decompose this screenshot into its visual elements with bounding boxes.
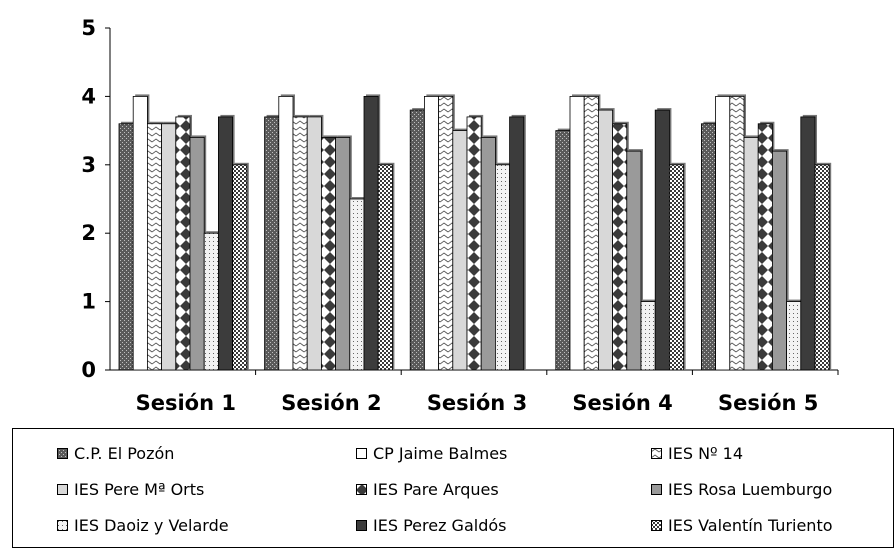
- legend-swatch: [356, 483, 367, 495]
- bar: [292, 114, 310, 371]
- legend-label: IES Daoiz y Velarde: [74, 515, 229, 535]
- legend-swatch: [651, 519, 662, 531]
- bar: [161, 121, 178, 371]
- y-tick-label: 3: [81, 153, 96, 177]
- x-tick-label: Sesión 1: [136, 391, 236, 415]
- bar: [452, 128, 469, 371]
- bar: [612, 121, 629, 371]
- bar: [509, 114, 526, 371]
- bar: [583, 94, 601, 371]
- bar: [217, 114, 235, 371]
- legend-item: IES Valentín Turiento: [651, 515, 833, 535]
- bar: [306, 114, 324, 371]
- legend-swatch: [356, 447, 367, 459]
- bar: [743, 135, 761, 371]
- bar: [772, 149, 789, 371]
- bar: [363, 94, 381, 371]
- legend-label: C.P. El Pozón: [74, 443, 175, 463]
- bar: [569, 94, 587, 371]
- bar: [800, 114, 817, 371]
- legend-item: CP Jaime Balmes: [356, 443, 507, 463]
- bar: [175, 114, 192, 371]
- legend-item: IES Nº 14: [651, 443, 743, 463]
- bar: [203, 231, 221, 371]
- legend: C.P. El Pozón CP Jaime Balmes IES Nº 14 IES…: [12, 428, 894, 548]
- legend-label: IES Pere Mª Orts: [74, 479, 205, 499]
- bar: [701, 121, 718, 371]
- bar: [118, 121, 136, 371]
- axis-labels: 0 1 2 3 4 5 Sesión 1 Sesión 2 Sesión 3 Sesión 4 Se…: [81, 16, 818, 415]
- bar: [814, 162, 832, 371]
- bar: [335, 135, 352, 371]
- bar: [377, 162, 395, 371]
- bar: [669, 162, 686, 371]
- x-tick-label: Sesión 5: [718, 391, 818, 415]
- legend-item: IES Rosa Luemburgo: [651, 479, 832, 499]
- x-tick-label: Sesión 3: [427, 391, 527, 415]
- legend-label: CP Jaime Balmes: [373, 443, 508, 463]
- y-tick-label: 2: [81, 221, 96, 245]
- bar: [494, 162, 512, 371]
- bar: [466, 114, 484, 371]
- legend-swatch: [57, 447, 68, 459]
- legend-label: IES Valentín Turiento: [668, 515, 833, 535]
- bar: [409, 108, 427, 371]
- bar: [232, 162, 249, 371]
- legend-swatch: [57, 483, 68, 495]
- bar: [349, 197, 366, 371]
- legend-item: IES Daoiz y Velarde: [57, 515, 229, 535]
- legend-swatch: [356, 519, 367, 531]
- bar: [786, 299, 803, 371]
- legend-label: IES Nº 14: [668, 443, 744, 463]
- legend-item: IES Pere Mª Orts: [57, 479, 204, 499]
- bar: [480, 135, 498, 371]
- legend-item: C.P. El Pozón: [57, 443, 174, 463]
- bar: [598, 108, 615, 371]
- y-tick-label: 1: [81, 290, 96, 314]
- bar: [132, 94, 150, 371]
- legend-label: IES Pare Arques: [373, 479, 499, 499]
- bar: [555, 128, 572, 371]
- bar: [320, 135, 338, 371]
- legend-swatch: [651, 483, 662, 495]
- legend-swatch: [651, 447, 662, 459]
- y-tick-label: 0: [81, 358, 96, 382]
- bar: [278, 94, 295, 371]
- legend-label: IES Perez Galdós: [373, 515, 507, 535]
- bar: [715, 94, 732, 371]
- bar: [189, 135, 207, 371]
- bar: [626, 149, 643, 371]
- legend-label: IES Rosa Luemburgo: [668, 479, 833, 499]
- legend-item: IES Perez Galdós: [356, 515, 506, 535]
- bar: [264, 114, 281, 371]
- legend-item: IES Pare Arques: [356, 479, 499, 499]
- y-tick-label: 5: [81, 16, 96, 40]
- y-tick-label: 4: [81, 84, 96, 108]
- bar: [729, 94, 746, 371]
- bar: [757, 121, 775, 371]
- bar: [423, 94, 441, 371]
- bar-chart: 0 1 2 3 4 5 Sesión 1 Sesión 2 Sesión 3 Sesión 4 Se…: [81, 16, 839, 415]
- bar: [654, 108, 672, 371]
- bars: [118, 94, 832, 371]
- legend-swatch: [57, 519, 68, 531]
- bar: [640, 299, 658, 371]
- x-tick-label: Sesión 2: [281, 391, 381, 415]
- bar: [438, 94, 455, 371]
- x-tick-label: Sesión 4: [572, 391, 672, 415]
- bar: [146, 121, 164, 371]
